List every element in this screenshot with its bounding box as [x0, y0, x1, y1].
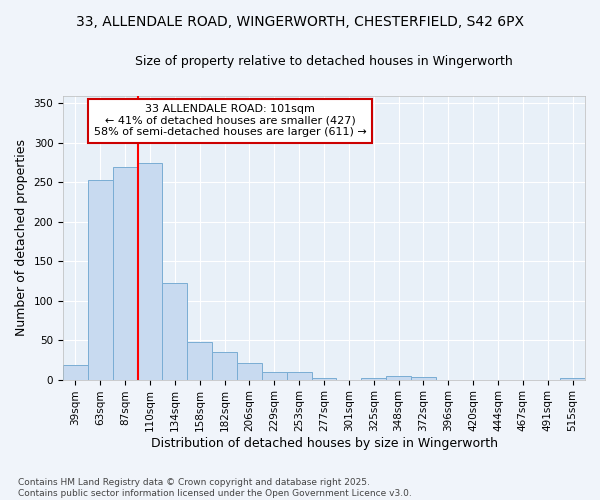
- Bar: [361, 378, 386, 380]
- Text: Contains HM Land Registry data © Crown copyright and database right 2025.
Contai: Contains HM Land Registry data © Crown c…: [18, 478, 412, 498]
- Bar: [287, 372, 311, 380]
- Bar: [262, 372, 287, 380]
- Text: 33, ALLENDALE ROAD, WINGERWORTH, CHESTERFIELD, S42 6PX: 33, ALLENDALE ROAD, WINGERWORTH, CHESTER…: [76, 15, 524, 29]
- Y-axis label: Number of detached properties: Number of detached properties: [15, 139, 28, 336]
- Bar: [386, 376, 411, 380]
- X-axis label: Distribution of detached houses by size in Wingerworth: Distribution of detached houses by size …: [151, 437, 497, 450]
- Text: 33 ALLENDALE ROAD: 101sqm
← 41% of detached houses are smaller (427)
58% of semi: 33 ALLENDALE ROAD: 101sqm ← 41% of detac…: [94, 104, 367, 138]
- Bar: [560, 378, 585, 380]
- Bar: [137, 164, 163, 380]
- Bar: [311, 378, 337, 380]
- Bar: [163, 284, 187, 380]
- Bar: [113, 168, 137, 380]
- Bar: [212, 352, 237, 380]
- Bar: [187, 342, 212, 380]
- Bar: [88, 180, 113, 380]
- Bar: [237, 363, 262, 380]
- Title: Size of property relative to detached houses in Wingerworth: Size of property relative to detached ho…: [135, 55, 513, 68]
- Bar: [411, 377, 436, 380]
- Bar: [63, 366, 88, 380]
